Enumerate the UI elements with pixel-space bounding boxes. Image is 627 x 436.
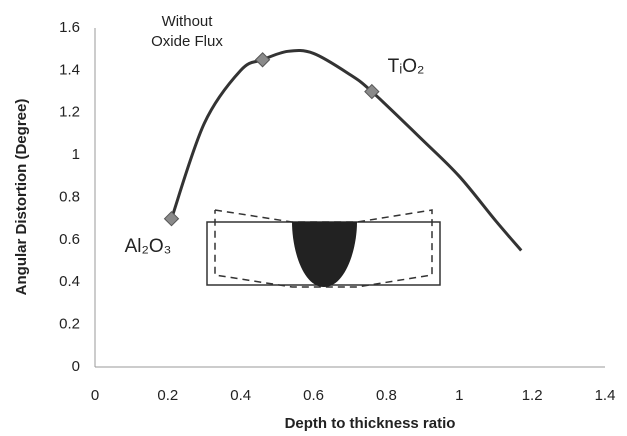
y-axis-label: Angular Distortion (Degree) (13, 99, 30, 296)
x-tick-label: 1 (455, 387, 463, 404)
y-tick-label: 0.8 (59, 188, 80, 205)
y-tick-label: 1.4 (59, 61, 80, 78)
y-tick-label: 1.2 (59, 104, 80, 121)
x-tick-label: 1.2 (522, 387, 543, 404)
annotation: TᵢO₂ (388, 56, 425, 77)
x-tick-label: 0.4 (230, 387, 251, 404)
x-tick-label: 0.8 (376, 387, 397, 404)
y-tick-label: 0.6 (59, 231, 80, 248)
x-tick-label: 0 (91, 387, 99, 404)
weld-bead (292, 222, 357, 287)
weld-diagram (206, 209, 441, 288)
data-point (254, 52, 271, 68)
x-axis-label: Depth to thickness ratio (285, 415, 456, 432)
x-tick-label: 0.6 (303, 387, 324, 404)
x-tick-label: 1.4 (595, 387, 616, 404)
y-tick-label: 0.2 (59, 316, 80, 333)
annotation: Oxide Flux (151, 33, 223, 50)
curve (170, 48, 523, 252)
y-tick-label: 1.6 (59, 19, 80, 36)
y-tick-label: 0.4 (59, 273, 80, 290)
x-tick-label: 0.2 (157, 387, 178, 404)
data-point (364, 83, 380, 100)
data-point (163, 210, 180, 227)
annotation: Al₂O₃ (125, 236, 172, 257)
annotation: Without (162, 13, 214, 30)
y-tick-label: 0 (72, 358, 80, 375)
y-tick-label: 1 (72, 146, 80, 163)
